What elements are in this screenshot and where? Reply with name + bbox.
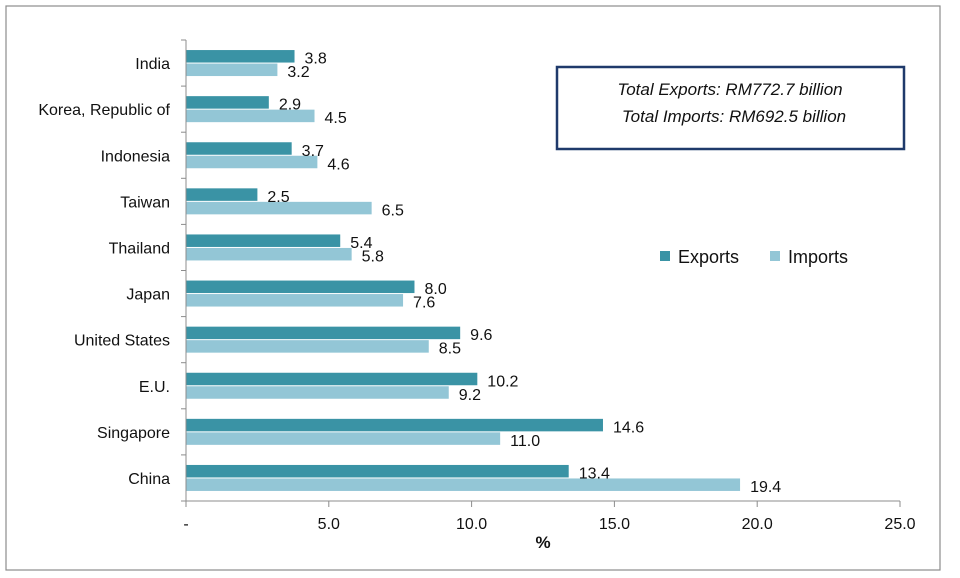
value-label-exports-korea-republic-of: 2.9 <box>279 97 301 114</box>
x-tick-label-3: 15.0 <box>599 516 630 533</box>
legend: Exports Imports <box>660 247 848 267</box>
legend-label-exports: Exports <box>678 247 739 267</box>
x-tick-label-0: - <box>183 516 188 533</box>
category-label-indonesia: Indonesia <box>101 148 170 165</box>
category-label-singapore: Singapore <box>97 425 170 442</box>
category-label-thailand: Thailand <box>109 240 170 257</box>
value-label-exports-thailand: 5.4 <box>350 235 372 252</box>
bar-imports-korea-republic-of <box>186 109 315 123</box>
totals-annotation-box <box>555 65 906 151</box>
value-label-exports-japan: 8.0 <box>424 281 446 298</box>
bar-exports-indonesia <box>186 142 292 155</box>
bar-imports-taiwan <box>186 201 372 215</box>
total-imports-text: Total Imports: RM692.5 billion <box>622 107 846 126</box>
bar-exports-thailand <box>186 234 341 247</box>
value-label-imports-korea-republic-of: 4.5 <box>325 110 347 127</box>
value-label-imports-japan: 7.6 <box>413 295 435 312</box>
bar-imports-japan <box>186 294 404 307</box>
bar-exports-singapore <box>186 418 603 432</box>
totals-annotation: Total Exports: RM772.7 billion Total Imp… <box>555 65 906 151</box>
bar-exports-taiwan <box>186 188 258 201</box>
bar-exports-korea-republic-of <box>186 96 269 109</box>
bar-imports-indonesia <box>186 155 318 169</box>
x-tick-label-5: 25.0 <box>884 516 915 533</box>
value-label-imports-indonesia: 4.6 <box>327 156 349 173</box>
value-label-imports-singapore: 11.0 <box>510 433 540 450</box>
category-label-e-u: E.U. <box>139 379 170 396</box>
value-label-exports-china: 13.4 <box>579 465 610 482</box>
bar-exports-e-u <box>186 372 478 386</box>
bar-exports-united-states <box>186 326 461 340</box>
value-label-imports-china: 19.4 <box>750 479 781 496</box>
value-label-exports-india: 3.8 <box>305 51 327 68</box>
value-label-exports-taiwan: 2.5 <box>267 189 289 206</box>
x-axis-title: % <box>535 533 550 552</box>
category-label-taiwan: Taiwan <box>120 194 170 211</box>
category-label-china: China <box>128 471 170 488</box>
category-labels: India Korea, Republic of Indonesia Taiwan Th… <box>38 56 170 488</box>
total-exports-text: Total Exports: RM772.7 billion <box>617 80 842 99</box>
value-label-exports-singapore: 14.6 <box>613 419 644 436</box>
category-label-korea-republic-of: Korea, Republic of <box>38 102 170 119</box>
x-tick-label-1: 5.0 <box>318 516 340 533</box>
category-label-united-states: United States <box>74 333 170 350</box>
bar-imports-e-u <box>186 386 449 399</box>
value-label-imports-thailand: 5.8 <box>362 248 384 265</box>
value-label-imports-india: 3.2 <box>287 64 309 81</box>
bar-imports-singapore <box>186 432 501 445</box>
value-label-exports-united-states: 9.6 <box>470 327 492 344</box>
bar-exports-india <box>186 50 295 63</box>
x-axis-ticks: - 5.0 10.0 15.0 20.0 25.0 <box>181 39 916 533</box>
value-labels: 3.83.2 2.9 4.53.74.6 2.5 6.5 5.45.8 8.07.6 9.6 8… <box>267 51 781 496</box>
category-label-india: India <box>135 56 170 73</box>
value-label-imports-united-states: 8.5 <box>439 341 461 358</box>
value-label-exports-indonesia: 3.7 <box>302 143 324 160</box>
bar-imports-india <box>186 63 278 77</box>
value-label-imports-e-u: 9.2 <box>459 387 481 404</box>
category-label-japan: Japan <box>126 287 170 304</box>
bars-layer <box>186 50 741 491</box>
legend-label-imports: Imports <box>788 247 848 267</box>
x-tick-label-4: 20.0 <box>742 516 773 533</box>
bar-exports-china <box>186 464 569 478</box>
x-tick-label-2: 10.0 <box>456 516 487 533</box>
value-label-imports-taiwan: 6.5 <box>382 202 404 219</box>
bar-imports-china <box>186 478 741 491</box>
value-label-exports-e-u: 10.2 <box>487 373 518 390</box>
bar-imports-united-states <box>186 340 429 353</box>
bar-exports-japan <box>186 280 415 294</box>
legend-swatch-imports <box>770 251 780 261</box>
legend-swatch-exports <box>660 251 670 261</box>
bar-imports-thailand <box>186 247 352 261</box>
